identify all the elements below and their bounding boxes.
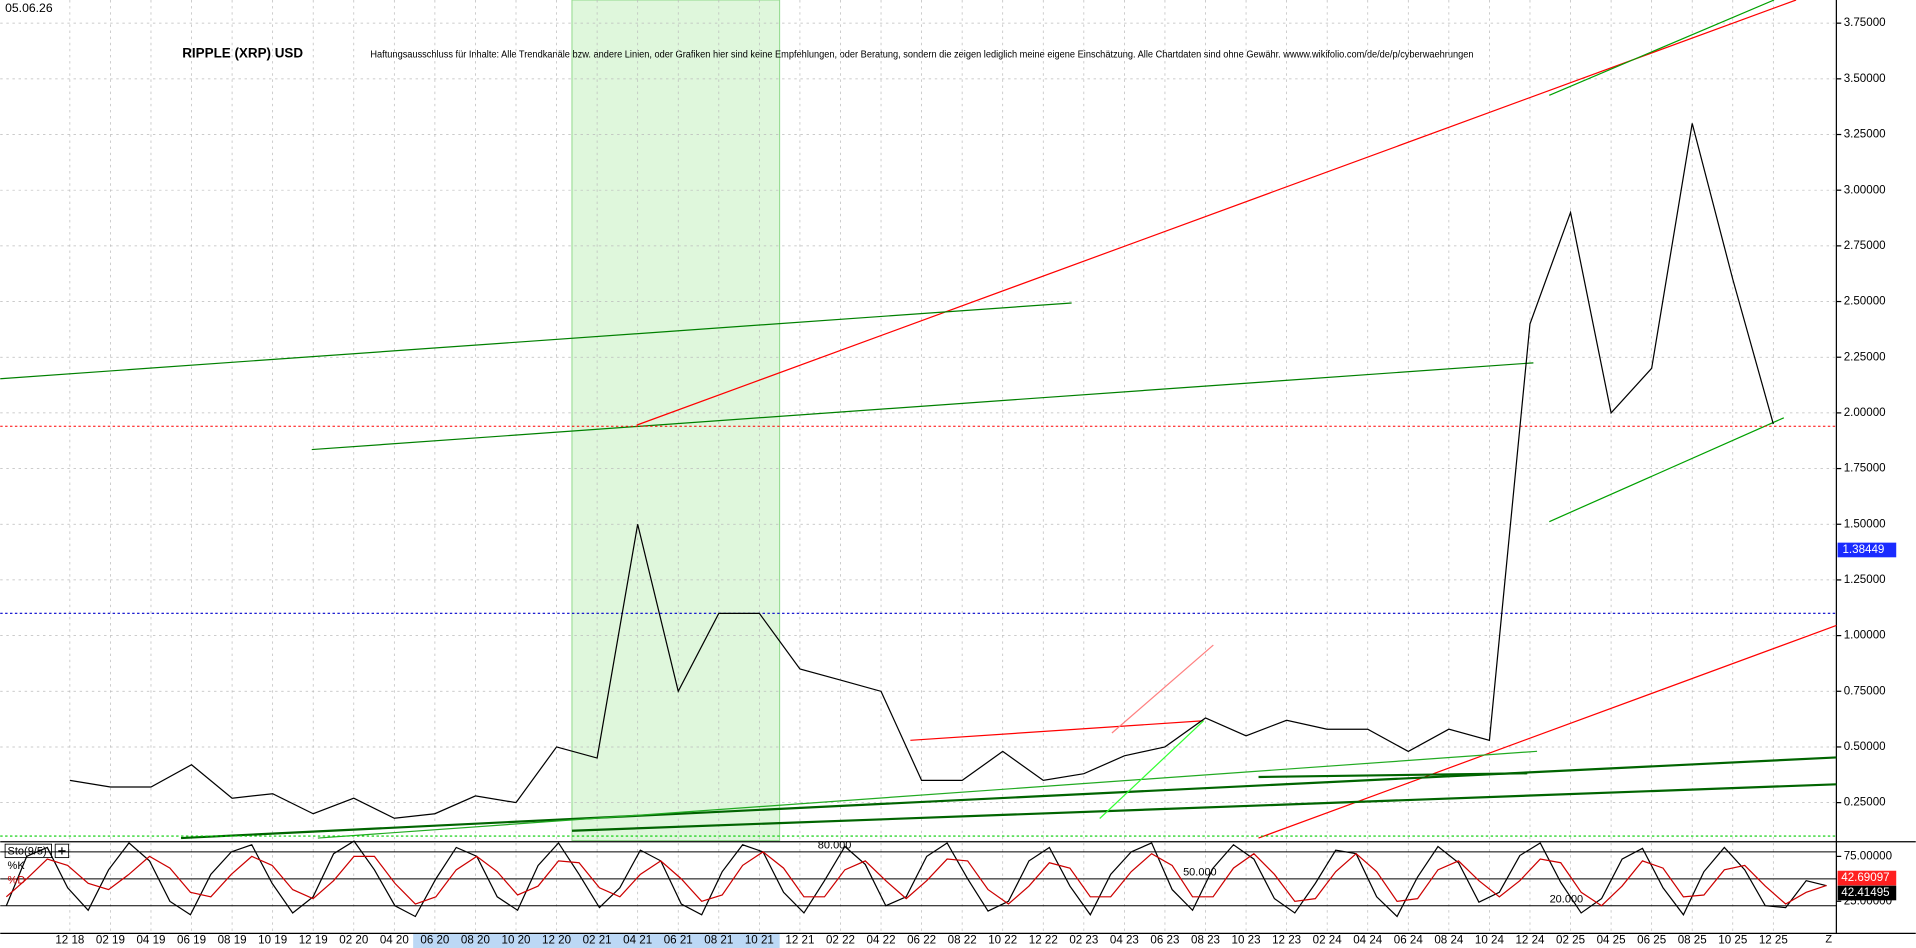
x-tick-label: 10 25: [1718, 934, 1747, 947]
trendline: [1258, 772, 1528, 779]
highlight-zone: [571, 0, 781, 841]
x-tick-label: 12 25: [1759, 934, 1788, 947]
x-tick-label: 02 21: [583, 934, 612, 947]
x-tick-label: 08 19: [218, 934, 247, 947]
x-tick-label: 10 22: [988, 934, 1017, 947]
x-tick-label: 04 19: [136, 934, 165, 947]
trendline: [1099, 720, 1204, 819]
trendline: [571, 783, 1837, 832]
legend-label: %D: [8, 875, 26, 887]
trendline: [1549, 0, 1775, 96]
trendline: [1549, 417, 1785, 523]
x-tick-label: 12 19: [299, 934, 328, 947]
x-tick-label: 10 20: [501, 934, 530, 947]
last-value-label: 42.41495: [1841, 886, 1889, 899]
y-tick-label: 1.75000: [1844, 462, 1886, 475]
last-price-box: [1837, 542, 1897, 558]
x-tick-label: 08 24: [1434, 934, 1464, 947]
x-tick-label: 06 23: [1150, 934, 1179, 947]
y-tick-label: 2.00000: [1844, 406, 1886, 419]
trendline: [311, 362, 1534, 451]
trendline: [910, 720, 1204, 741]
x-tick-label: 02 19: [96, 934, 125, 947]
last-value-box: [1837, 885, 1897, 901]
last-value-box: [1837, 870, 1897, 886]
x-tick-label: 10 24: [1475, 934, 1505, 947]
x-tick-label: 08 22: [948, 934, 977, 947]
y-tick-label: 0.25000: [1844, 796, 1886, 809]
last-price-label: 1.38449: [1842, 543, 1884, 556]
x-tick-label: 04 24: [1353, 934, 1383, 947]
y-tick-label: 3.25000: [1844, 128, 1886, 141]
trendlines: [0, 0, 1837, 840]
y-tick-label: 1.50000: [1844, 517, 1886, 530]
y-tick-label: 0.50000: [1844, 740, 1886, 753]
x-tick-label: 02 25: [1556, 934, 1585, 947]
x-tick-label: 02 20: [339, 934, 368, 947]
trendline: [317, 750, 1538, 839]
x-tick-label: 06 24: [1394, 934, 1424, 947]
x-tick-label: 12 22: [1029, 934, 1058, 947]
end-label: Z: [1825, 933, 1832, 945]
x-tick-label: 06 19: [177, 934, 206, 947]
axis-highlight: [413, 933, 780, 948]
level-label: 50.000: [1183, 867, 1217, 879]
x-tick-label: 06 20: [420, 934, 449, 947]
x-tick-label: 08 20: [461, 934, 490, 947]
x-tick-label: 06 25: [1637, 934, 1666, 947]
x-tick-label: 10 21: [745, 934, 774, 947]
y-tick-label: 3.75000: [1844, 16, 1886, 29]
x-tick-label: 02 23: [1069, 934, 1098, 947]
price-line: [69, 123, 1774, 819]
x-tick-label: 10 23: [1232, 934, 1261, 947]
x-tick-label: 12 23: [1272, 934, 1301, 947]
y-tick-label: 3.00000: [1844, 183, 1886, 196]
y-tick-label: 1.25000: [1844, 573, 1886, 586]
chart-title: RIPPLE (XRP) USD: [182, 45, 303, 60]
y-tick-label: 75.00000: [1844, 849, 1892, 862]
plus-icon: [58, 847, 66, 855]
y-tick-label: 2.50000: [1844, 295, 1886, 308]
date-label: 05.06.26: [5, 1, 53, 15]
y-tick-label: 3.50000: [1844, 72, 1886, 85]
stochastic-line: [5, 851, 1827, 907]
x-tick-label: 08 25: [1678, 934, 1707, 947]
y-tick-label: 1.00000: [1844, 629, 1886, 642]
x-tick-label: 12 24: [1515, 934, 1545, 947]
x-tick-label: 06 21: [664, 934, 693, 947]
y-tick-label: 2.75000: [1844, 239, 1886, 252]
x-tick-label: 04 21: [623, 934, 652, 947]
x-tick-label: 04 23: [1110, 934, 1139, 947]
x-tick-label: 08 21: [704, 934, 733, 947]
trendline: [180, 756, 1837, 840]
indicator-box: [4, 843, 52, 859]
trendline: [0, 302, 1072, 380]
x-tick-label: 06 22: [907, 934, 936, 947]
x-tick-label: 12 20: [542, 934, 571, 947]
trendline: [636, 0, 1797, 426]
x-tick-label: 10 19: [258, 934, 287, 947]
y-tick-label: 2.25000: [1844, 350, 1886, 363]
trendline: [1111, 644, 1214, 734]
x-tick-label: 12 18: [55, 934, 84, 947]
level-label: 20.000: [1550, 894, 1584, 906]
x-tick-label: 04 25: [1597, 934, 1626, 947]
x-tick-label: 04 22: [867, 934, 896, 947]
stochastic-line: [5, 840, 1827, 918]
x-tick-label: 08 23: [1191, 934, 1220, 947]
x-tick-label: 04 20: [380, 934, 409, 947]
y-tick-label: 0.75000: [1844, 684, 1886, 697]
x-tick-label: 12 21: [785, 934, 814, 947]
x-tick-label: 02 24: [1313, 934, 1343, 947]
legend-label: %K: [8, 860, 26, 872]
indicator-title: Sto(9/5): [8, 845, 47, 857]
x-tick-label: 02 22: [826, 934, 855, 947]
last-value-label: 42.69097: [1841, 871, 1889, 884]
level-label: 80.000: [818, 840, 852, 852]
